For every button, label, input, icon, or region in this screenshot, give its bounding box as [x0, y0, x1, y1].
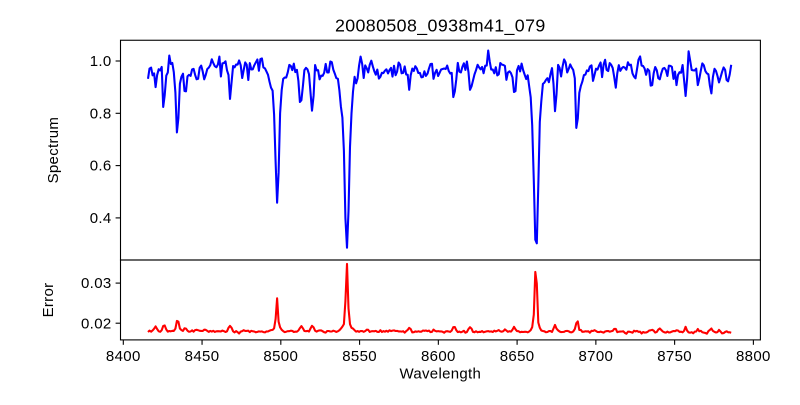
svg-text:8700: 8700 — [578, 348, 613, 365]
svg-text:8500: 8500 — [263, 348, 298, 365]
svg-text:8750: 8750 — [657, 348, 692, 365]
svg-text:0.4: 0.4 — [90, 210, 112, 227]
svg-text:0.6: 0.6 — [90, 158, 112, 175]
svg-text:Error: Error — [40, 283, 57, 318]
svg-text:0.8: 0.8 — [90, 105, 112, 122]
svg-text:1.0: 1.0 — [90, 53, 112, 70]
svg-text:8600: 8600 — [421, 348, 456, 365]
svg-text:8800: 8800 — [736, 348, 771, 365]
svg-text:Wavelength: Wavelength — [399, 366, 481, 383]
svg-text:8650: 8650 — [500, 348, 535, 365]
svg-text:8550: 8550 — [342, 348, 377, 365]
svg-text:0.02: 0.02 — [81, 315, 112, 332]
svg-text:8400: 8400 — [106, 348, 141, 365]
svg-text:0.03: 0.03 — [81, 275, 112, 292]
svg-text:20080508_0938m41_079: 20080508_0938m41_079 — [335, 16, 546, 37]
svg-text:Spectrum: Spectrum — [45, 117, 62, 184]
svg-text:8450: 8450 — [185, 348, 220, 365]
